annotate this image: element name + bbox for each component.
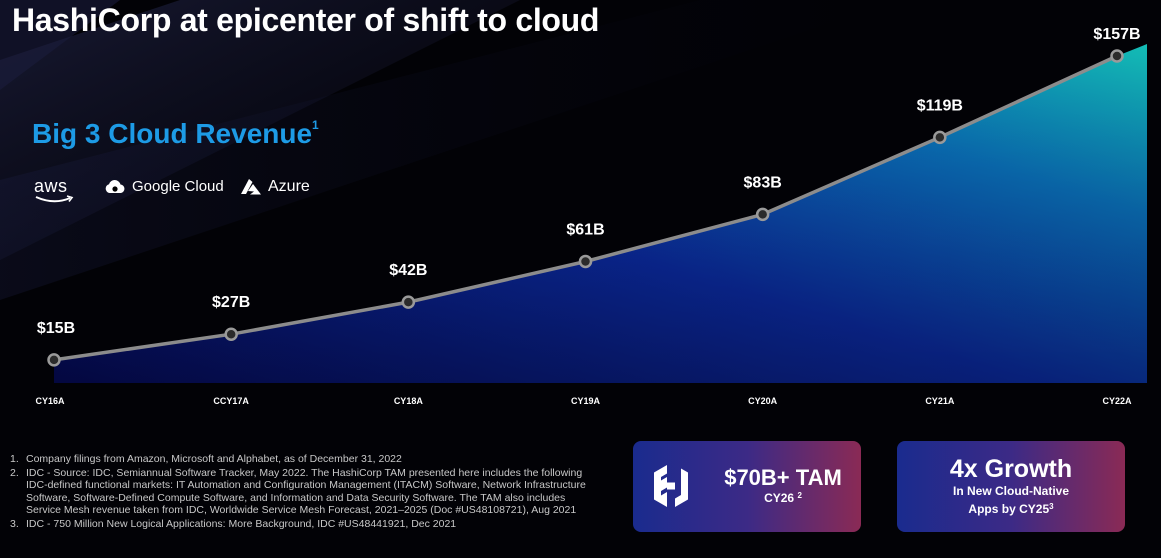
data-label-cy16a: $15B xyxy=(37,320,75,337)
tam-value: $70B+ TAM xyxy=(724,465,842,490)
data-label-cy22a: $157B xyxy=(1093,26,1140,43)
google-cloud-logo-text: Google Cloud xyxy=(132,178,224,195)
x-axis-tick-labels: CY16A CCY17A CY18A CY19A CY20A CY21A CY22A xyxy=(35,396,1132,406)
growth-value: 4x Growth xyxy=(949,455,1073,483)
data-point-cy22a xyxy=(1110,49,1124,63)
growth-card: 4x Growth In New Cloud-Native Apps by CY… xyxy=(897,441,1125,532)
data-point-cy19a xyxy=(578,254,593,269)
data-point-ccy17a xyxy=(224,327,238,341)
data-label-ccy17a: $27B xyxy=(212,294,250,311)
data-label-cy19a: $61B xyxy=(566,221,604,238)
aws-logo: aws xyxy=(34,176,76,206)
azure-icon xyxy=(241,179,261,195)
data-point-cy16a xyxy=(47,353,61,367)
growth-line-1: In New Cloud-Native xyxy=(952,484,1069,498)
data-point-cy20a xyxy=(755,207,770,222)
data-labels: $15B $27B $42B $61B $83B $119B $157B xyxy=(37,26,1141,337)
tam-card-text: $70B+ TAM CY26 2 xyxy=(715,465,851,505)
azure-logo: Azure xyxy=(240,178,310,196)
aws-logo-text: aws xyxy=(34,176,68,196)
data-point-cy18a xyxy=(401,295,416,309)
area-shade xyxy=(54,44,1147,383)
page-title: HashiCorp at epicenter of shift to cloud xyxy=(12,2,600,38)
footnote-1: 1. Company filings from Amazon, Microsoft… xyxy=(10,453,402,465)
google-cloud-icon xyxy=(105,179,125,193)
x-tick-cy19a: CY19A xyxy=(571,396,601,406)
tam-year: CY26 2 xyxy=(764,491,802,505)
x-tick-cy20a: CY20A xyxy=(748,396,778,406)
footnote-3: 3. IDC - 750 Million New Logical Applicat… xyxy=(10,517,457,530)
x-tick-cy22a: CY22A xyxy=(1102,396,1132,406)
data-label-cy18a: $42B xyxy=(389,262,427,279)
data-points xyxy=(47,49,1124,367)
hashicorp-logo-icon xyxy=(654,465,688,507)
chart-title: Big 3 Cloud Revenue1 xyxy=(32,118,319,149)
x-tick-cy18a: CY18A xyxy=(394,396,424,406)
data-label-cy21a: $119B xyxy=(917,97,963,114)
tam-card: $70B+ TAM CY26 2 xyxy=(633,441,861,532)
google-cloud-logo: Google Cloud xyxy=(104,178,224,195)
growth-line-2: Apps by CY253 xyxy=(968,502,1054,516)
aws-smile-icon xyxy=(35,195,74,203)
x-tick-ccy17a: CCY17A xyxy=(213,396,249,406)
azure-logo-text: Azure xyxy=(268,178,310,195)
footnotes: 1. Company filings from Amazon, Microsoft… xyxy=(10,453,600,532)
x-tick-cy21a: CY21A xyxy=(925,396,955,406)
data-label-cy20a: $83B xyxy=(744,174,782,191)
footnote-2: 2. IDC - Source: IDC, Semiannual Software… xyxy=(10,466,586,517)
data-point-cy21a xyxy=(933,130,947,145)
x-tick-cy16a: CY16A xyxy=(35,396,65,406)
revenue-area-chart: $15B $27B $42B $61B $83B $119B $157B CY16A CCY1… xyxy=(35,26,1147,406)
growth-card-text: 4x Growth In New Cloud-Native Apps by CY… xyxy=(897,455,1125,517)
